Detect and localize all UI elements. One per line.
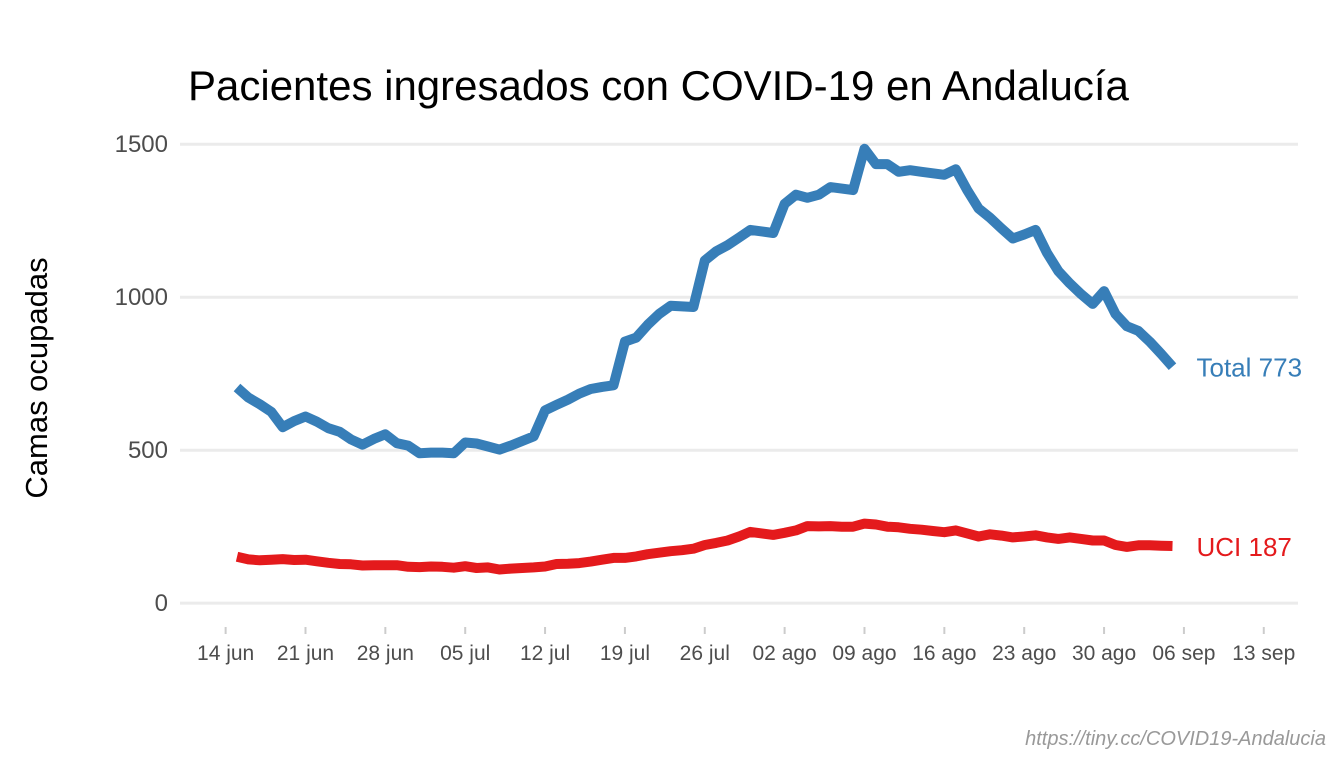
x-tick-label: 12 jul: [520, 642, 570, 665]
x-tick-label: 14 jun: [197, 642, 254, 665]
series-line-uci: [235, 518, 1173, 575]
x-tick-label: 19 jul: [600, 642, 650, 665]
x-tick-label: 06 sep: [1152, 642, 1215, 665]
y-tick-label: 1500: [115, 131, 168, 158]
x-tick-label: 09 ago: [832, 642, 896, 665]
x-tick-label: 30 ago: [1072, 642, 1136, 665]
series-end-labels: Total 773 UCI 187: [1197, 353, 1303, 562]
end-label-total: Total 773: [1197, 353, 1303, 383]
y-tick-label: 500: [128, 437, 168, 464]
x-tick-label: 16 ago: [912, 642, 976, 665]
series-line-total: [233, 143, 1177, 459]
y-tick-label: 0: [155, 590, 168, 617]
x-tick-label: 13 sep: [1232, 642, 1295, 665]
x-tick-label: 05 jul: [440, 642, 490, 665]
x-tick-label: 02 ago: [753, 642, 817, 665]
x-tick-label: 26 jul: [680, 642, 730, 665]
x-tick-label: 28 jun: [357, 642, 414, 665]
end-label-uci: UCI 187: [1197, 532, 1292, 562]
y-axis-ticks: 0 500 1000 1500: [115, 131, 168, 617]
source-caption: https://tiny.cc/COVID19-Andalucia: [1025, 728, 1326, 750]
series-lines: [233, 143, 1177, 575]
y-tick-label: 1000: [115, 284, 168, 311]
x-tick-label: 21 jun: [277, 642, 334, 665]
chart-title: Pacientes ingresados con COVID-19 en And…: [188, 62, 1130, 109]
y-axis-label: Camas ocupadas: [19, 257, 54, 498]
gridlines: [180, 142, 1298, 605]
x-axis-ticks: 14 jun 21 jun 28 jun 05 jul 12 jul 19 jul 26 j…: [197, 627, 1295, 665]
x-tick-label: 23 ago: [992, 642, 1056, 665]
